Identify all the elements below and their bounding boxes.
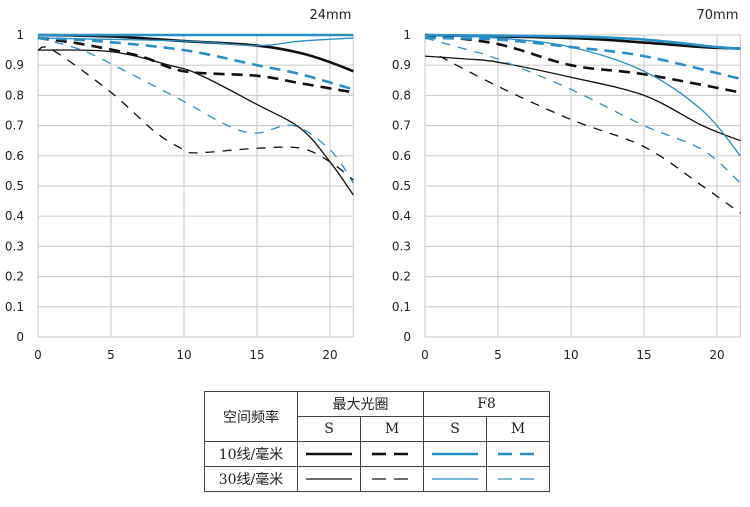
y-tick-label: 0.9 (5, 58, 24, 72)
series-line (37, 36, 354, 91)
x-tick-label: 5 (107, 348, 115, 362)
legend-row-30: 30线/毫米 (204, 466, 298, 492)
legend-s: S (423, 416, 487, 442)
x-tick-label: 10 (563, 348, 578, 362)
legend-header-frequency: 空间频率 (204, 391, 298, 442)
y-tick-label: 0.1 (392, 300, 411, 314)
x-tick-label: 20 (709, 348, 724, 362)
series-line (439, 55, 741, 214)
x-tick-label: 20 (322, 348, 337, 362)
series-line (37, 37, 354, 47)
series-line (37, 49, 354, 196)
y-tick-label: 1 (403, 28, 411, 42)
x-tick-label: 10 (176, 348, 191, 362)
x-tick-label: 0 (34, 348, 42, 362)
series-line (37, 37, 354, 184)
legend-swatch-30-max-m (372, 478, 412, 480)
series-line (424, 37, 741, 184)
legend-swatch-10-f8-s (432, 452, 478, 456)
legend-swatch-10-f8-m (498, 452, 538, 456)
chart-title: 24mm (309, 8, 351, 23)
legend-header-f8: F8 (423, 391, 550, 417)
y-tick-label: 0.4 (392, 209, 411, 223)
legend-table: 空间频率 最大光圈 F8 S M S M 10线/毫米 30线/毫米 (204, 391, 550, 492)
x-tick-label: 0 (421, 348, 429, 362)
legend-swatch-10-max-m (372, 452, 412, 456)
series-line (37, 46, 354, 181)
y-tick-label: 0.7 (5, 119, 24, 133)
x-tick-label: 5 (494, 348, 502, 362)
series-line (37, 36, 354, 94)
chart-title: 70mm (696, 8, 738, 23)
legend-swatch-10-max-s (306, 452, 352, 456)
legend-s: S (297, 416, 361, 442)
legend-swatch-30-f8-m (498, 478, 538, 480)
y-tick-label: 0.3 (392, 239, 411, 253)
y-tick-label: 0.4 (5, 209, 24, 223)
y-tick-label: 0.6 (392, 149, 411, 163)
series-line (424, 33, 741, 94)
legend-swatch-30-f8-s (432, 478, 478, 480)
legend-header-max-aperture: 最大光圈 (297, 391, 424, 417)
y-tick-label: 0.5 (5, 179, 24, 193)
y-tick-label: 0.8 (392, 88, 411, 102)
y-tick-label: 0.2 (392, 270, 411, 284)
y-tick-label: 0 (16, 330, 24, 344)
legend-m: M (486, 416, 550, 442)
mtf-chart-70mm: 00.10.20.30.40.50.60.70.80.910 5 10 15 2070m… (392, 8, 741, 362)
y-tick-label: 0.3 (5, 239, 24, 253)
y-tick-label: 0.7 (392, 119, 411, 133)
legend-row-10: 10线/毫米 (204, 441, 298, 467)
y-tick-label: 0.9 (392, 58, 411, 72)
series-line (424, 33, 741, 50)
y-tick-label: 0.6 (5, 149, 24, 163)
x-tick-label: 15 (249, 348, 264, 362)
y-tick-label: 0.8 (5, 88, 24, 102)
y-tick-label: 1 (16, 28, 24, 42)
series-line (424, 34, 741, 157)
y-tick-label: 0.2 (5, 270, 24, 284)
legend-m: M (360, 416, 424, 442)
mtf-chart-24mm: 00.10.20.30.40.50.60.70.80.910 5 10 15 2024m… (5, 8, 354, 362)
y-tick-label: 0.1 (5, 300, 24, 314)
y-tick-label: 0.5 (392, 179, 411, 193)
series-line (424, 55, 741, 142)
legend-swatch-30-max-s (306, 478, 352, 480)
x-tick-label: 15 (636, 348, 651, 362)
y-tick-label: 0 (403, 330, 411, 344)
